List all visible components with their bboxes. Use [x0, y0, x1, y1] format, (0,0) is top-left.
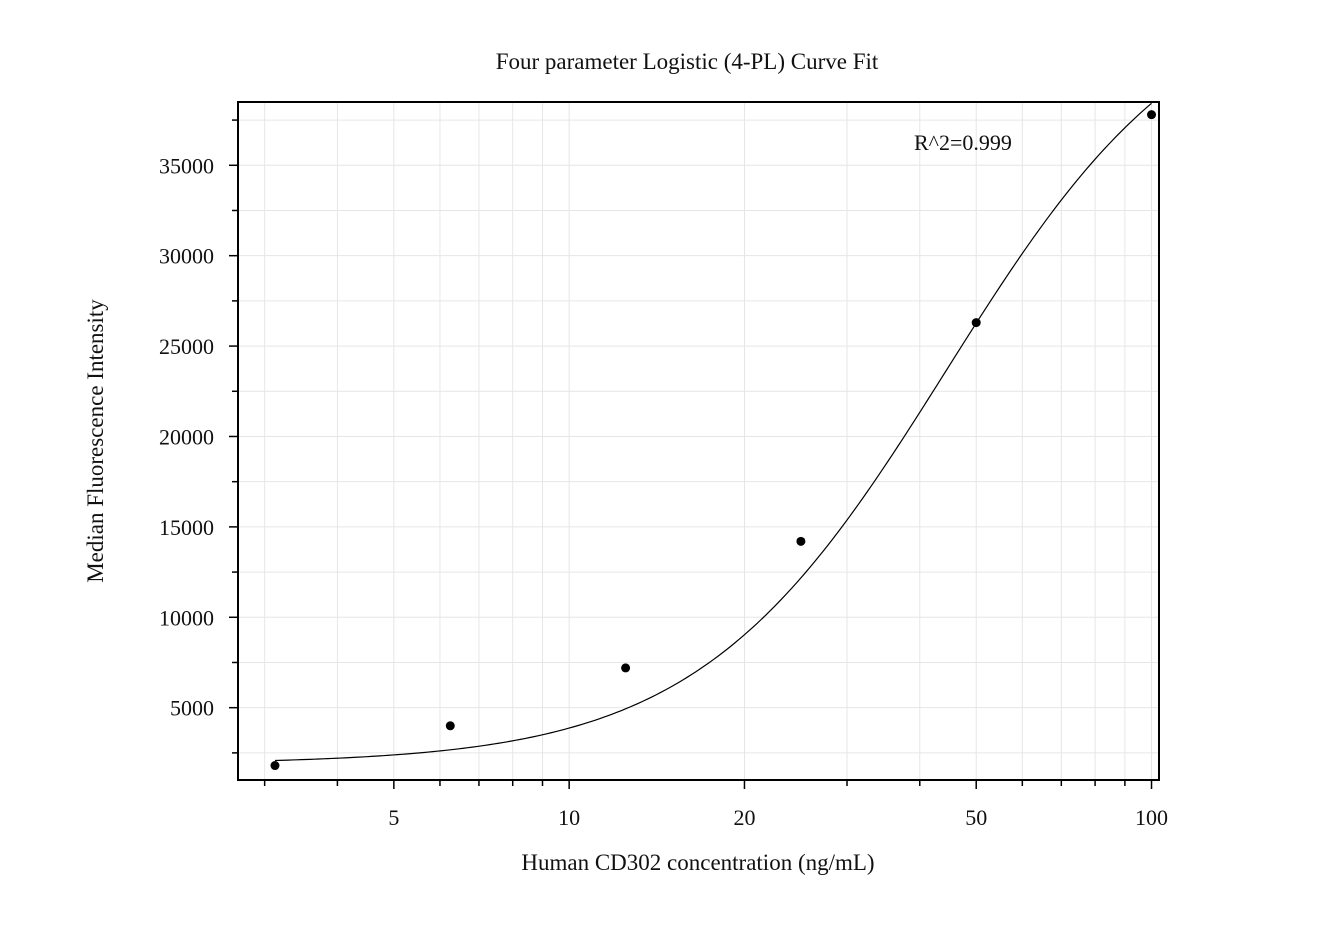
y-tick-label: 5000 [170, 696, 214, 721]
y-axis: 5000 10000 15000 20000 25000 30000 35000 [159, 119, 238, 754]
x-tick-label: 100 [1135, 805, 1168, 830]
x-tick-label: 50 [965, 805, 987, 830]
x-tick-label: 5 [388, 805, 399, 830]
y-tick-label: 25000 [159, 334, 214, 359]
y-tick-label: 20000 [159, 424, 214, 449]
data-point [270, 761, 280, 771]
data-point [621, 663, 631, 673]
grid [238, 102, 1159, 780]
data-point [796, 536, 806, 546]
x-axis-label: Human CD302 concentration (ng/mL) [521, 850, 874, 875]
fit-curve-layer [274, 102, 1152, 762]
y-tick-label: 30000 [159, 244, 214, 269]
y-tick-label: 15000 [159, 515, 214, 540]
data-point [1147, 110, 1157, 120]
y-tick-label: 35000 [159, 153, 214, 178]
y-axis-label: Median Fluorescence Intensity [83, 299, 108, 583]
data-point [971, 318, 981, 328]
chart-title: Four parameter Logistic (4-PL) Curve Fit [496, 49, 879, 74]
plot-frame [237, 101, 1160, 781]
x-tick-label: 20 [733, 805, 755, 830]
r-squared-annotation: R^2=0.999 [914, 130, 1012, 155]
data-points [270, 110, 1157, 771]
data-point [445, 721, 455, 731]
x-axis: 5 10 20 50 100 [263, 780, 1168, 830]
fit-curve [274, 102, 1152, 762]
x-tick-label: 10 [558, 805, 580, 830]
y-tick-label: 10000 [159, 605, 214, 630]
